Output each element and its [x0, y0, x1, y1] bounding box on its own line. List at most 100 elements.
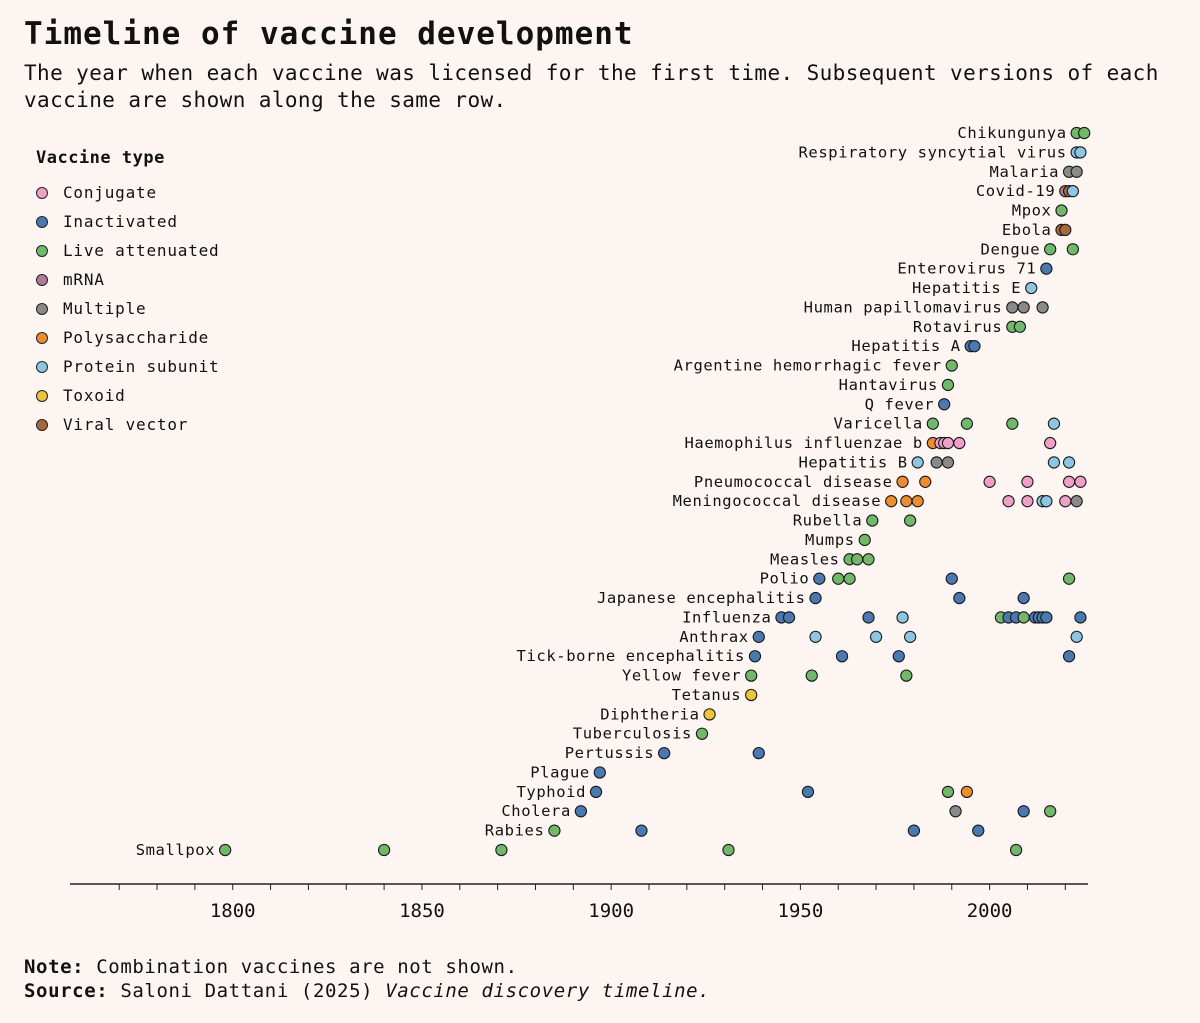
row-label: Diphtheria [600, 705, 699, 723]
source-text: Saloni Dattani (2025) [120, 980, 374, 1002]
data-point [745, 688, 758, 702]
legend-swatch-polysaccharide [36, 331, 48, 344]
data-point [1070, 165, 1083, 178]
data-point [900, 669, 913, 682]
data-point [1047, 456, 1061, 469]
legend-item-viral: Viral vector [36, 410, 220, 439]
legend-swatch-mrna [36, 273, 48, 286]
row-label: Pertussis [565, 744, 654, 762]
data-point [752, 746, 765, 760]
row-label: Covid-19 [976, 182, 1055, 200]
data-point [1074, 146, 1087, 159]
row-label: Polio [760, 570, 810, 588]
legend-item-mrna: mRNA [36, 265, 220, 294]
legend-items: Conjugate Inactivated Live attenuated mRNA M… [36, 178, 220, 439]
legend: Vaccine type Conjugate Inactivated Live at… [36, 148, 220, 439]
row-label: Cholera [501, 802, 571, 820]
row-label: Varicella [833, 415, 922, 433]
row-label: Smallpox [136, 841, 215, 859]
data-point [782, 611, 796, 624]
row-label: Mpox [1012, 202, 1052, 220]
data-point [1017, 805, 1030, 818]
data-point [896, 611, 909, 624]
data-point [953, 591, 966, 605]
data-point [968, 340, 981, 353]
data-point [1040, 495, 1053, 508]
legend-label: mRNA [63, 270, 105, 289]
row-label: Typhoid [516, 783, 586, 801]
data-point [862, 611, 875, 624]
data-point [938, 398, 951, 411]
data-point [862, 553, 875, 566]
legend-label: Live attenuated [63, 241, 220, 260]
row-label: Anthrax [679, 628, 749, 646]
data-point [941, 785, 955, 799]
data-point [1044, 436, 1057, 450]
legend-label: Inactivated [63, 212, 178, 231]
data-point [903, 514, 917, 527]
data-point [949, 805, 962, 818]
legend-label: Conjugate [63, 183, 157, 202]
row-label: Mumps [805, 531, 855, 549]
data-point [926, 417, 939, 430]
data-point [495, 843, 508, 857]
row-label: Human papillomavirus [804, 298, 1003, 316]
x-tick-label: 1900 [588, 900, 634, 922]
data-point [1044, 243, 1057, 256]
legend-label: Polysaccharide [63, 328, 210, 347]
data-point [745, 669, 758, 682]
data-point [548, 824, 561, 837]
x-tick-label: 1800 [210, 900, 256, 922]
data-point [813, 572, 826, 585]
row-label: Rubella [793, 512, 863, 530]
data-point [983, 475, 996, 488]
source-label: Source: [24, 980, 109, 1002]
row-label: Yellow fever [622, 667, 741, 685]
legend-item-inactivated: Inactivated [36, 207, 220, 236]
note-label: Note: [24, 956, 85, 978]
data-point [219, 843, 232, 857]
data-point [1070, 495, 1083, 508]
data-point [1025, 281, 1038, 295]
data-point [1062, 650, 1076, 663]
legend-swatch-viral [36, 418, 48, 431]
data-point [858, 533, 871, 547]
row-label: Rotavirus [913, 318, 1002, 336]
data-point [593, 766, 606, 779]
legend-label: Protein subunit [63, 357, 220, 376]
row-label: Meningococcal disease [673, 492, 882, 510]
data-point [972, 824, 985, 837]
data-point [801, 785, 815, 799]
data-point [1017, 611, 1030, 624]
data-point [1066, 243, 1080, 256]
source-italic: Vaccine discovery timeline. [385, 980, 711, 1002]
data-point [1074, 475, 1087, 488]
row-label: Tick-borne encephalitis [517, 647, 745, 665]
row-label: Chikungunya [957, 124, 1066, 142]
data-point [941, 378, 955, 392]
row-label: Hantavirus [839, 376, 938, 394]
data-point [953, 436, 966, 450]
row-label: Hepatitis A [851, 337, 960, 355]
legend-label: Toxoid [63, 386, 126, 405]
data-point [1062, 456, 1076, 469]
data-point [657, 746, 671, 760]
data-point [574, 805, 588, 818]
row-label: Malaria [990, 163, 1060, 181]
x-tick-label: 2000 [967, 900, 1013, 922]
data-point [1006, 417, 1019, 430]
chart-subtitle: The year when each vaccine was licensed … [24, 61, 1159, 112]
row-label: Pneumococcal disease [694, 473, 893, 491]
data-point [945, 572, 958, 585]
data-point [1013, 320, 1027, 333]
data-point [589, 785, 603, 799]
data-point [1002, 495, 1015, 508]
row-label: Q fever [865, 395, 935, 413]
data-point [851, 553, 864, 566]
row-label: Haemophilus influenzae b [684, 434, 922, 452]
data-point [919, 475, 932, 488]
data-point [832, 572, 845, 585]
data-point [960, 417, 974, 430]
legend-label: Multiple [63, 299, 147, 318]
